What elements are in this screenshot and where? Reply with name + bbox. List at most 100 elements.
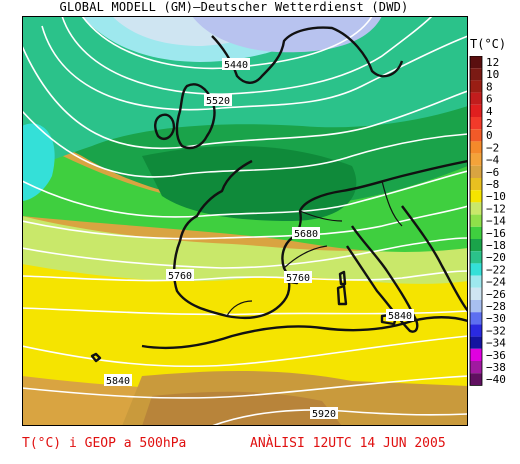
legend-label: −2 — [486, 141, 499, 154]
legend-swatch — [470, 80, 482, 93]
isoline-5840 — [22, 335, 468, 368]
footer-variable: T(°C) i GEOP a 500hPa — [22, 436, 187, 451]
isoline-5440 — [81, 16, 373, 70]
isoline-5560 — [22, 45, 468, 150]
svg-text:5440: 5440 — [224, 60, 248, 71]
legend-swatch — [470, 56, 482, 69]
legend-label: −14 — [486, 215, 506, 228]
svg-text:5760: 5760 — [286, 273, 310, 284]
legend-label: −8 — [486, 178, 499, 191]
legend-swatch — [470, 361, 482, 374]
contour-label-5840-east: 5840 — [386, 309, 414, 322]
footer-analysis-time: ANÀLISI 12UTC 14 JUN 2005 — [250, 436, 446, 451]
legend-swatch — [470, 92, 482, 105]
legend-label: −30 — [486, 312, 506, 325]
border-lines — [226, 180, 403, 317]
svg-text:5840: 5840 — [388, 311, 412, 322]
field-light-green — [22, 216, 468, 284]
legend-swatch — [470, 117, 482, 130]
svg-text:5520: 5520 — [206, 96, 230, 107]
legend-swatch — [470, 202, 482, 215]
legend-label: −26 — [486, 288, 506, 301]
legend-swatch — [470, 300, 482, 313]
legend-label: −24 — [486, 276, 506, 289]
legend-swatch — [470, 226, 482, 239]
legend-label: −12 — [486, 202, 506, 215]
legend-swatch — [470, 312, 482, 325]
isoline-5640 — [22, 170, 468, 218]
svg-text:5920: 5920 — [312, 409, 336, 420]
island-canaries — [90, 352, 102, 363]
coast-balkans — [401, 205, 468, 312]
legend-label: −16 — [486, 227, 506, 240]
island-sardinia — [336, 284, 348, 306]
legend-label: −36 — [486, 349, 506, 362]
isoline-5880 — [22, 375, 468, 399]
svg-text:5760: 5760 — [168, 271, 192, 282]
legend-label: 6 — [486, 93, 493, 106]
legend-swatch — [470, 373, 482, 386]
contour-label-5520: 5520 — [204, 94, 232, 107]
legend-frame — [469, 56, 483, 386]
legend-swatch — [470, 239, 482, 252]
legend-label: −18 — [486, 239, 506, 252]
isoline-5520 — [41, 25, 468, 111]
legend-swatch — [470, 214, 482, 227]
svg-text:5840: 5840 — [106, 376, 130, 387]
coast-scandinavia — [211, 26, 404, 84]
island-corsica — [338, 270, 347, 286]
isoline-5600 — [22, 110, 468, 178]
isoline-5760 — [22, 270, 468, 282]
isoline-5920 — [211, 409, 468, 426]
legend-label: −34 — [486, 337, 506, 350]
legend-swatch — [470, 263, 482, 276]
legend-label: −40 — [486, 373, 506, 386]
legend-swatch — [470, 251, 482, 264]
contour-label-5920: 5920 — [310, 407, 338, 420]
legend-swatch — [470, 153, 482, 166]
legend-label: −4 — [486, 154, 500, 167]
contour-label-5440: 5440 — [222, 58, 250, 71]
legend-swatch — [470, 178, 482, 191]
coast-ireland — [154, 113, 176, 140]
legend-label: 8 — [486, 80, 493, 93]
field-bright-green — [22, 136, 468, 252]
field-cyan — [22, 123, 55, 201]
legend-label: 0 — [486, 129, 493, 142]
legend-swatch — [470, 165, 482, 178]
legend-title: T(°C) — [470, 37, 507, 51]
isoline-5720 — [22, 237, 468, 269]
field-yellow — [22, 246, 468, 411]
legend-label: 10 — [486, 68, 499, 81]
field-dark-green — [142, 146, 357, 221]
legend-swatch — [470, 104, 482, 117]
coast-north-africa — [141, 316, 468, 350]
contour-label-5760-east: 5760 — [284, 271, 312, 284]
legend-swatch — [470, 141, 482, 154]
legend-label: −6 — [486, 166, 499, 179]
contour-label-5760-west: 5760 — [166, 269, 194, 282]
legend-swatch — [470, 348, 482, 361]
contour-label-5680: 5680 — [292, 227, 320, 240]
map-title: GLOBAL MODELL (GM)—Deutscher Wetterdiens… — [59, 0, 409, 14]
coast-france-iberia — [172, 159, 468, 320]
contour-label-5840-west: 5840 — [104, 374, 132, 387]
weather-map: 5440 5520 5680 5760 5760 5840 5840 5920 — [22, 16, 468, 426]
legend-swatch — [470, 68, 482, 81]
legend-swatch — [470, 129, 482, 142]
legend-label: −10 — [486, 190, 506, 203]
field-lavender — [192, 16, 382, 53]
map-frame — [22, 16, 468, 426]
coast-italy — [346, 225, 419, 333]
legend-label: 4 — [486, 105, 493, 118]
isoline-5480 — [61, 16, 433, 95]
legend-swatch — [470, 275, 482, 288]
svg-text:5680: 5680 — [294, 229, 318, 240]
legend-swatch — [470, 287, 482, 300]
legend-label: 12 — [486, 56, 499, 69]
legend-swatch — [470, 324, 482, 337]
legend-label: −28 — [486, 300, 506, 313]
legend-label: 2 — [486, 117, 493, 130]
isoline-5680 — [22, 205, 468, 240]
legend-swatch — [470, 336, 482, 349]
